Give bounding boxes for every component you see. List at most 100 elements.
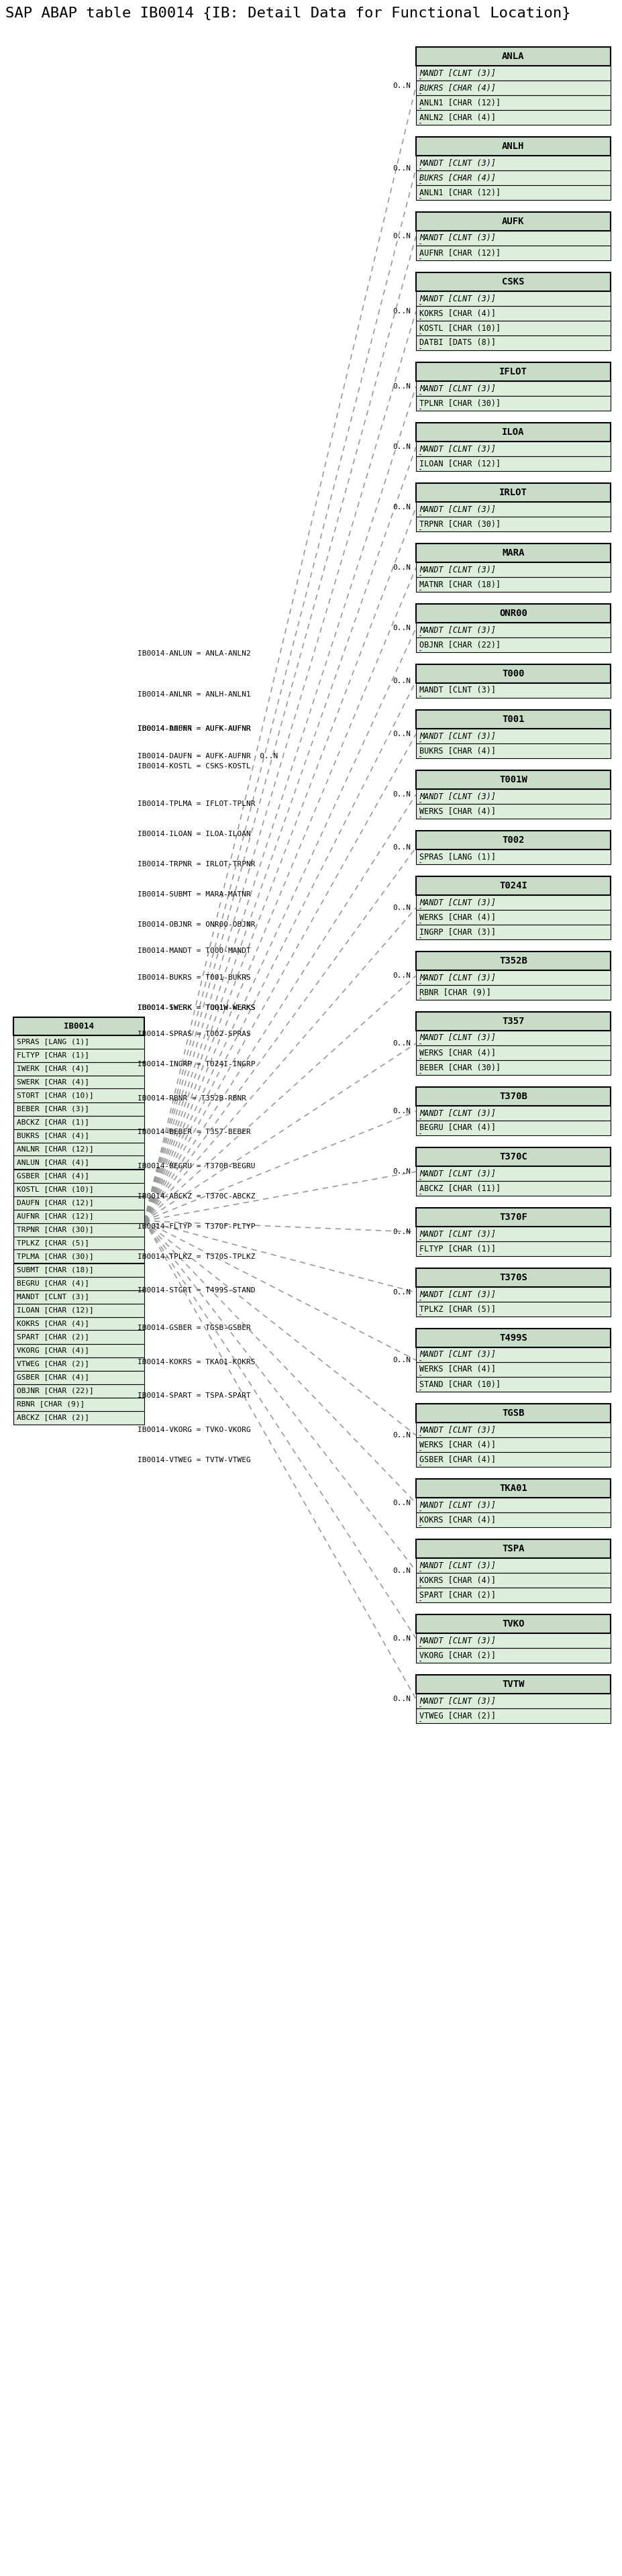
FancyBboxPatch shape	[416, 1453, 611, 1466]
Text: 0..N: 0..N	[392, 1695, 411, 1703]
Text: T370B: T370B	[499, 1092, 527, 1100]
FancyBboxPatch shape	[416, 984, 611, 999]
Text: BUKRS [CHAR (4)]: BUKRS [CHAR (4)]	[419, 82, 496, 93]
Text: MANDT [CLNT (3)]: MANDT [CLNT (3)]	[419, 1033, 496, 1043]
FancyBboxPatch shape	[416, 137, 611, 155]
FancyBboxPatch shape	[416, 518, 611, 531]
FancyBboxPatch shape	[416, 951, 611, 971]
Text: TSPA: TSPA	[502, 1543, 524, 1553]
Text: OBJNR [CHAR (22)]: OBJNR [CHAR (22)]	[17, 1388, 94, 1394]
FancyBboxPatch shape	[416, 729, 611, 744]
Text: MANDT [CLNT (3)]: MANDT [CLNT (3)]	[419, 384, 496, 394]
Text: KOKRS [CHAR (4)]: KOKRS [CHAR (4)]	[419, 1515, 496, 1525]
Text: TPLKZ [CHAR (5)]: TPLKZ [CHAR (5)]	[17, 1239, 89, 1247]
Text: KOSTL [CHAR (10)]: KOSTL [CHAR (10)]	[419, 325, 501, 332]
FancyBboxPatch shape	[416, 307, 611, 322]
Text: IB0014-ILOAN = ILOA-ILOAN: IB0014-ILOAN = ILOA-ILOAN	[137, 829, 251, 837]
FancyBboxPatch shape	[416, 335, 611, 350]
FancyBboxPatch shape	[14, 1018, 144, 1036]
FancyBboxPatch shape	[416, 1180, 611, 1195]
Text: BEBER [CHAR (30)]: BEBER [CHAR (30)]	[419, 1064, 501, 1072]
Text: 0..N: 0..N	[392, 1432, 411, 1437]
FancyBboxPatch shape	[14, 1103, 144, 1115]
FancyBboxPatch shape	[416, 1226, 611, 1242]
FancyBboxPatch shape	[416, 603, 611, 623]
Text: ANLN2 [CHAR (4)]: ANLN2 [CHAR (4)]	[419, 113, 496, 121]
Text: TPLMA [CHAR (30)]: TPLMA [CHAR (30)]	[17, 1252, 94, 1260]
Text: TRPNR [CHAR (30)]: TRPNR [CHAR (30)]	[419, 520, 501, 528]
Text: MATNR [CHAR (18)]: MATNR [CHAR (18)]	[419, 580, 501, 590]
FancyBboxPatch shape	[416, 623, 611, 636]
FancyBboxPatch shape	[416, 211, 611, 232]
Text: T024I: T024I	[499, 881, 527, 891]
FancyBboxPatch shape	[416, 111, 611, 124]
Text: IB0014-VKORG = TVKO-VKORG: IB0014-VKORG = TVKO-VKORG	[137, 1427, 251, 1432]
FancyBboxPatch shape	[416, 1633, 611, 1649]
FancyBboxPatch shape	[416, 1615, 611, 1633]
FancyBboxPatch shape	[416, 1497, 611, 1512]
FancyBboxPatch shape	[416, 291, 611, 307]
Text: IB0014-ABCKZ = T370C-ABCKZ: IB0014-ABCKZ = T370C-ABCKZ	[137, 1193, 255, 1200]
Text: ANLUN [CHAR (4)]: ANLUN [CHAR (4)]	[17, 1159, 89, 1167]
Text: 0..N: 0..N	[392, 904, 411, 912]
FancyBboxPatch shape	[416, 155, 611, 170]
Text: DAUFN [CHAR (12)]: DAUFN [CHAR (12)]	[17, 1200, 94, 1206]
Text: 0..N: 0..N	[392, 232, 411, 240]
FancyBboxPatch shape	[14, 1036, 144, 1048]
FancyBboxPatch shape	[416, 1061, 611, 1074]
Text: MANDT [CLNT (3)]: MANDT [CLNT (3)]	[419, 1291, 496, 1298]
Text: BUKRS [CHAR (4)]: BUKRS [CHAR (4)]	[419, 173, 496, 183]
FancyBboxPatch shape	[416, 1105, 611, 1121]
Text: SPRAS [LANG (1)]: SPRAS [LANG (1)]	[419, 853, 496, 860]
FancyBboxPatch shape	[416, 1121, 611, 1136]
Text: IB0014-STGRT = T499S-STAND: IB0014-STGRT = T499S-STAND	[137, 1288, 255, 1293]
Text: T001W: T001W	[499, 775, 527, 786]
FancyBboxPatch shape	[416, 422, 611, 440]
FancyBboxPatch shape	[416, 909, 611, 925]
Text: SPART [CHAR (2)]: SPART [CHAR (2)]	[419, 1589, 496, 1600]
Text: ABCKZ [CHAR (11)]: ABCKZ [CHAR (11)]	[419, 1185, 501, 1193]
FancyBboxPatch shape	[416, 67, 611, 80]
Text: KOSTL [CHAR (10)]: KOSTL [CHAR (10)]	[17, 1185, 94, 1193]
Text: T370S: T370S	[499, 1273, 527, 1283]
Text: ONR00: ONR00	[499, 608, 527, 618]
FancyBboxPatch shape	[14, 1090, 144, 1103]
Text: AUFNR [CHAR (12)]: AUFNR [CHAR (12)]	[419, 250, 501, 258]
Text: IB0014-ANLNR = ANLH-ANLN1: IB0014-ANLNR = ANLH-ANLN1	[137, 690, 251, 698]
Text: IFLOT: IFLOT	[499, 366, 527, 376]
Text: 0..N: 0..N	[392, 1499, 411, 1507]
Text: IB0014-OBJNR = ONR00-OBJNR: IB0014-OBJNR = ONR00-OBJNR	[137, 922, 255, 927]
Text: KOKRS [CHAR (4)]: KOKRS [CHAR (4)]	[419, 309, 496, 317]
FancyBboxPatch shape	[416, 1437, 611, 1453]
FancyBboxPatch shape	[14, 1211, 144, 1224]
Text: 0..N: 0..N	[392, 1041, 411, 1046]
Text: IB0014-KOSTL = CSKS-KOSTL: IB0014-KOSTL = CSKS-KOSTL	[137, 762, 251, 770]
FancyBboxPatch shape	[416, 1558, 611, 1574]
Text: CSKS: CSKS	[502, 278, 524, 286]
Text: IB0014-IWERK = T001W-WERKS: IB0014-IWERK = T001W-WERKS	[137, 1005, 255, 1010]
Text: GSBER [CHAR (4)]: GSBER [CHAR (4)]	[17, 1373, 89, 1381]
Text: RBNR [CHAR (9)]: RBNR [CHAR (9)]	[419, 989, 491, 997]
FancyBboxPatch shape	[416, 232, 611, 245]
Text: 0..N: 0..N	[392, 626, 411, 631]
FancyBboxPatch shape	[416, 894, 611, 909]
Text: ABCKZ [CHAR (2)]: ABCKZ [CHAR (2)]	[17, 1414, 89, 1422]
FancyBboxPatch shape	[14, 1170, 144, 1182]
Text: MANDT [CLNT (3)]: MANDT [CLNT (3)]	[419, 1636, 496, 1646]
FancyBboxPatch shape	[14, 1074, 144, 1090]
Text: T370F: T370F	[499, 1213, 527, 1221]
Text: MANDT [CLNT (3)]: MANDT [CLNT (3)]	[419, 974, 496, 981]
Text: 0..N: 0..N	[392, 384, 411, 389]
Text: T000: T000	[502, 670, 524, 677]
Text: IB0014-ANLUN = ANLA-ANLN2: IB0014-ANLUN = ANLA-ANLN2	[137, 649, 251, 657]
Text: ILOA: ILOA	[502, 428, 524, 438]
Text: 0..N: 0..N	[392, 1566, 411, 1574]
FancyBboxPatch shape	[14, 1195, 144, 1211]
FancyBboxPatch shape	[416, 770, 611, 788]
Text: WERKS [CHAR (4)]: WERKS [CHAR (4)]	[419, 806, 496, 817]
FancyBboxPatch shape	[14, 1412, 144, 1425]
FancyBboxPatch shape	[14, 1383, 144, 1396]
Text: SWERK [CHAR (4)]: SWERK [CHAR (4)]	[17, 1079, 89, 1084]
FancyBboxPatch shape	[416, 1167, 611, 1180]
Text: MANDT [CLNT (3)]: MANDT [CLNT (3)]	[419, 1108, 496, 1118]
